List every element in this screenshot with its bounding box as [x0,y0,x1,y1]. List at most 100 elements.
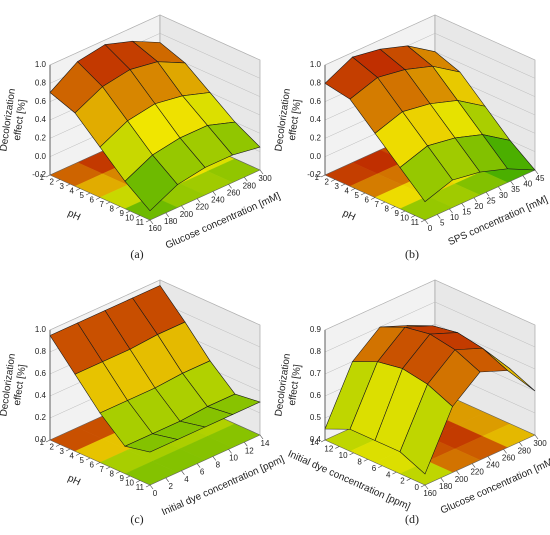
y-tick [410,215,416,218]
x-tick-label: 40 [523,180,532,189]
y-tick-label: 2 [400,477,405,486]
x-tick-label: 280 [243,181,257,190]
y-tick [55,444,61,447]
z-tick-label: 1.0 [35,60,47,69]
y-tick [115,471,121,474]
y-tick-label: 3 [60,447,65,456]
x-tick-label: 25 [487,196,496,205]
z-tick-label: 0.7 [310,369,322,378]
z-tick-label: 1.0 [310,60,322,69]
y-tick [420,219,426,223]
x-tick [456,470,460,475]
y-tick [330,179,336,182]
y-tick [135,215,141,218]
x-tick [181,205,185,210]
x-tick [196,198,201,203]
y-tick [335,446,340,449]
y-tick-label: 8 [385,205,390,214]
y-tick-label: 7 [100,200,105,209]
x-tick [498,186,502,191]
x-tick-label: 260 [227,188,241,197]
y-tick-label: 4 [386,470,391,479]
y-tick [349,452,354,456]
y-tick [85,192,91,196]
x-tick [212,456,217,461]
x-tick-label: 14 [261,439,270,448]
surface-cell [399,383,453,475]
y-tick-label: 14 [310,438,319,447]
y-tick [125,475,131,479]
y-tick [115,206,121,209]
x-tick-label: 35 [511,185,520,194]
x-tick [149,219,154,225]
panel-label: (b) [405,247,419,261]
z-tick-label: 0.4 [35,115,47,124]
x-tick-label: 220 [470,468,484,477]
x-tick [534,434,539,440]
y-tick-label: 5 [80,456,85,465]
y-tick [370,197,376,200]
z-tick-label: 0.8 [310,78,322,87]
x-tick [149,484,154,490]
y-axis-title: pH [66,473,82,488]
y-tick [95,197,101,200]
z-tick-label: 0.6 [310,391,322,400]
x-tick-label: 220 [195,203,209,212]
y-tick-label: 5 [80,191,85,200]
y-tick [135,480,141,483]
x-tick [228,184,232,189]
z-tick-label: 0.8 [35,347,47,356]
grid-line [324,301,536,353]
x-tick-label: 10 [450,213,459,222]
y-tick [105,201,111,205]
x-tick-label: 0 [428,224,433,233]
x-tick [165,477,169,483]
y-tick [340,183,346,187]
x-tick-label: 12 [245,446,254,455]
y-tick [392,471,397,475]
x-tick [165,212,169,218]
y-tick-label: 8 [357,457,362,466]
z-tick-label: 0.4 [310,115,322,124]
x-tick-label: 6 [200,468,205,477]
y-tick-label: 6 [365,196,370,205]
y-tick-label: 1 [40,438,45,447]
y-tick-label: 0 [415,483,420,492]
y-tick-label: 6 [372,464,377,473]
z-tick-label: 0.2 [310,133,322,142]
y-tick [390,206,396,209]
x-tick [424,219,429,225]
x-tick [212,191,217,196]
z-tick-label: 0.9 [310,325,322,334]
x-tick [534,169,539,175]
y-tick-label: 9 [120,209,125,218]
z-tick-label: 0.8 [310,347,322,356]
x-tick-label: 260 [502,453,516,462]
x-tick-label: 160 [148,224,162,233]
y-tick-label: 1 [315,173,320,182]
panel-label: (d) [405,512,419,526]
y-tick [360,192,366,196]
panel-label: (a) [130,247,143,261]
x-tick-label: 45 [536,174,545,183]
surface-cell [124,433,179,453]
y-tick-label: 1 [40,173,45,182]
y-tick-label: 2 [50,443,55,452]
y-tick [65,448,71,452]
x-tick-label: 180 [164,217,178,226]
y-tick-label: 10 [339,451,348,460]
x-tick-label: 300 [533,439,547,448]
x-tick-label: 160 [423,489,437,498]
x-tick-label: 15 [462,207,471,216]
y-tick-label: 4 [70,452,75,461]
x-tick [244,441,248,447]
y-tick [363,459,368,462]
y-tick [75,453,81,456]
x-tick [519,441,523,447]
surface-cell [124,154,178,212]
y-tick [145,219,151,223]
x-tick [503,449,507,454]
x-tick [473,197,478,202]
y-tick [65,183,71,187]
